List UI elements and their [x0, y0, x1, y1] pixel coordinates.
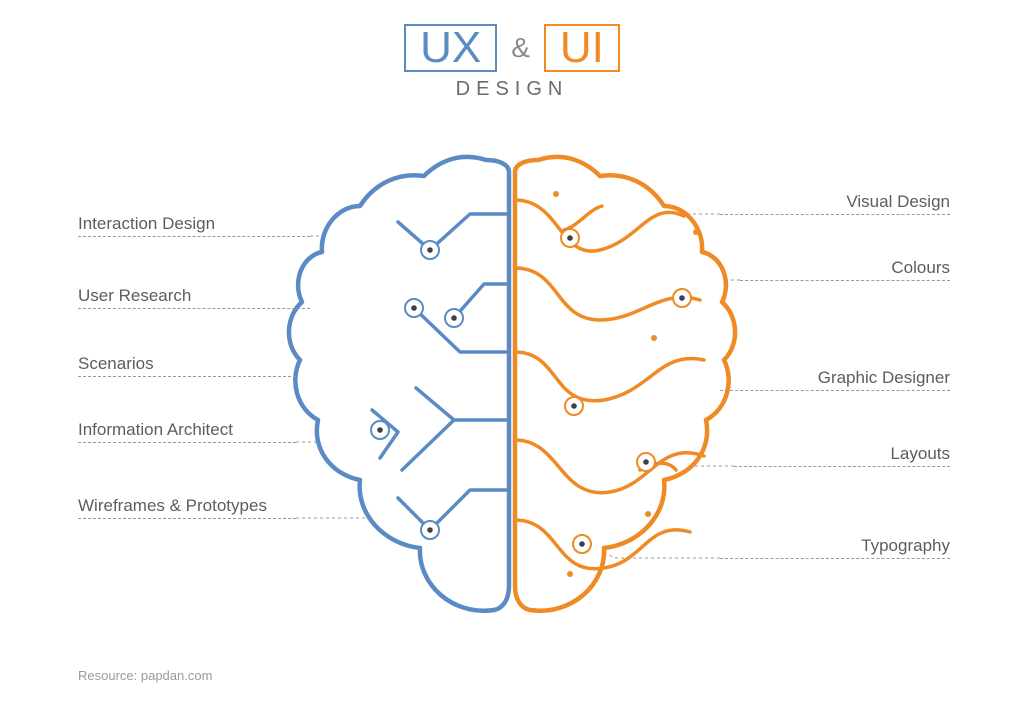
- marker-visual: [561, 229, 579, 247]
- marker-graphic: [565, 397, 583, 415]
- brain-right-dot: [651, 335, 657, 341]
- marker-wireframes: [421, 521, 439, 539]
- label-layouts: Layouts: [734, 444, 950, 464]
- label-underline-wireframes: [78, 518, 296, 519]
- brain-right-dot: [693, 229, 699, 235]
- infographic-stage: { "canvas": { "w": 1024, "h": 709, "back…: [0, 0, 1024, 709]
- resource-credit: Resource: papdan.com: [78, 668, 212, 683]
- label-underline-graphic: [720, 390, 950, 391]
- label-scenarios: Scenarios: [78, 354, 154, 374]
- label-visual: Visual Design: [720, 192, 950, 212]
- label-underline-colours: [740, 280, 950, 281]
- marker-ia: [371, 421, 389, 439]
- brain-right-outline: [515, 157, 735, 611]
- label-graphic: Graphic Designer: [720, 368, 950, 388]
- label-underline-visual: [720, 214, 950, 215]
- label-typography: Typography: [720, 536, 950, 556]
- label-wireframes: Wireframes & Prototypes: [78, 496, 267, 516]
- label-colours: Colours: [740, 258, 950, 278]
- marker-scenarios: [405, 299, 423, 317]
- brain-right-dot: [553, 191, 559, 197]
- marker-layouts: [637, 453, 655, 471]
- marker-research: [445, 309, 463, 327]
- label-underline-typography: [720, 558, 950, 559]
- label-underline-scenarios: [78, 376, 296, 377]
- label-underline-interaction: [78, 236, 310, 237]
- label-underline-research: [78, 308, 310, 309]
- label-interaction: Interaction Design: [78, 214, 215, 234]
- marker-colours: [673, 289, 691, 307]
- label-research: User Research: [78, 286, 191, 306]
- marker-typography: [573, 535, 591, 553]
- label-ia: Information Architect: [78, 420, 233, 440]
- brain-right-dot: [645, 511, 651, 517]
- label-underline-ia: [78, 442, 296, 443]
- label-underline-layouts: [734, 466, 950, 467]
- marker-interaction: [421, 241, 439, 259]
- brain-right-dot: [567, 571, 573, 577]
